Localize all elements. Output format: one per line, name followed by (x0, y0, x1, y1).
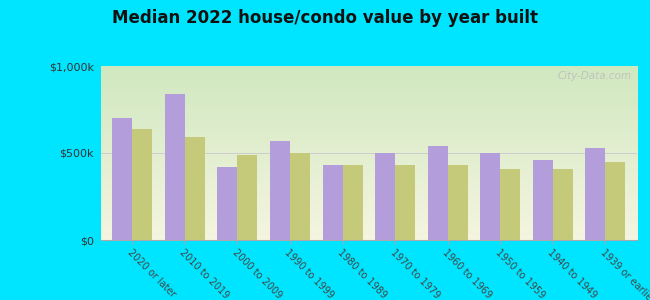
Bar (270, 141, 290, 240)
Bar (218, 167, 237, 240)
Bar (395, 165, 415, 240)
Bar (533, 160, 553, 240)
Bar (553, 169, 573, 240)
Bar (322, 165, 343, 240)
Text: City-Data.com: City-Data.com (558, 71, 632, 81)
Bar (605, 162, 625, 240)
Bar (448, 165, 468, 240)
Bar (500, 169, 520, 240)
Bar (165, 94, 185, 240)
Bar (343, 165, 363, 240)
Bar (237, 155, 257, 240)
Text: Median 2022 house/condo value by year built: Median 2022 house/condo value by year bu… (112, 9, 538, 27)
Bar (290, 153, 310, 240)
Bar (112, 118, 133, 240)
Bar (428, 146, 448, 240)
Bar (480, 153, 500, 240)
Bar (375, 153, 395, 240)
Bar (133, 129, 152, 240)
Bar (185, 137, 205, 240)
Bar (586, 148, 605, 240)
